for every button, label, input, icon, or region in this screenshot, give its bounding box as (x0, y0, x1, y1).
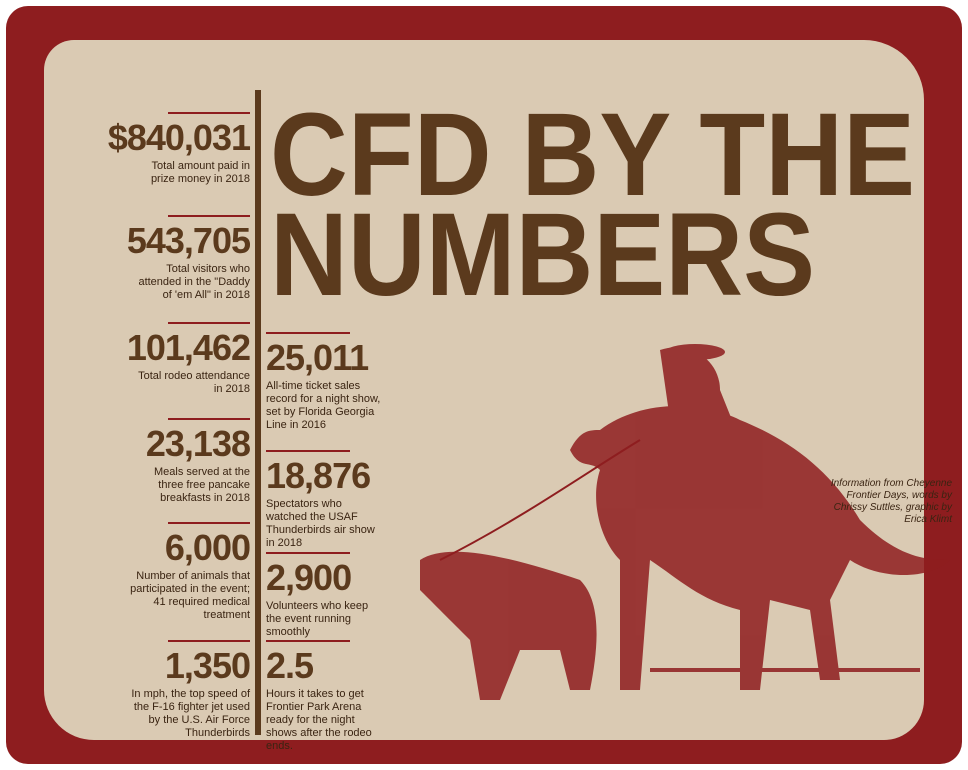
stat-number: 101,462 (127, 330, 250, 366)
infographic: CFD BY THE NUMBERS Information from Chey… (0, 0, 968, 770)
stat-description: Total rodeo attendance in 2018 (130, 370, 250, 396)
stat-description: Total amount paid in prize money in 2018 (130, 160, 250, 186)
stat-description: Hours it takes to get Frontier Park Aren… (266, 688, 384, 753)
rule (266, 552, 350, 554)
stat-number: 2.5 (266, 648, 313, 684)
stat-description: Total visitors who attended in the "Dadd… (130, 263, 250, 302)
stat-description: Meals served at the three free pancake b… (130, 466, 250, 505)
rule (168, 322, 250, 324)
stat-description: Volunteers who keep the event running sm… (266, 600, 384, 639)
rule (266, 640, 350, 642)
stat-number: 6,000 (165, 530, 250, 566)
title-line: NUMBERS (270, 189, 815, 321)
stat-number: 1,350 (165, 648, 250, 684)
rule (168, 640, 250, 642)
stat-number: 25,011 (266, 340, 368, 376)
stat-number: 543,705 (127, 223, 250, 259)
rule (266, 450, 350, 452)
rule (168, 522, 250, 524)
credit: Information from Cheyenne Frontier Days,… (820, 478, 952, 526)
stat-description: All-time ticket sales record for a night… (266, 380, 384, 432)
rule (266, 332, 350, 334)
rule (168, 215, 250, 217)
rule (168, 112, 250, 114)
stat-description: In mph, the top speed of the F-16 fighte… (130, 688, 250, 740)
stat-number: 23,138 (146, 426, 250, 462)
rule (168, 418, 250, 420)
stat-number: $840,031 (108, 120, 250, 156)
stat-number: 2,900 (266, 560, 351, 596)
stat-description: Number of animals that participated in t… (130, 570, 250, 622)
stat-number: 18,876 (266, 458, 370, 494)
stat-description: Spectators who watched the USAF Thunderb… (266, 498, 384, 550)
